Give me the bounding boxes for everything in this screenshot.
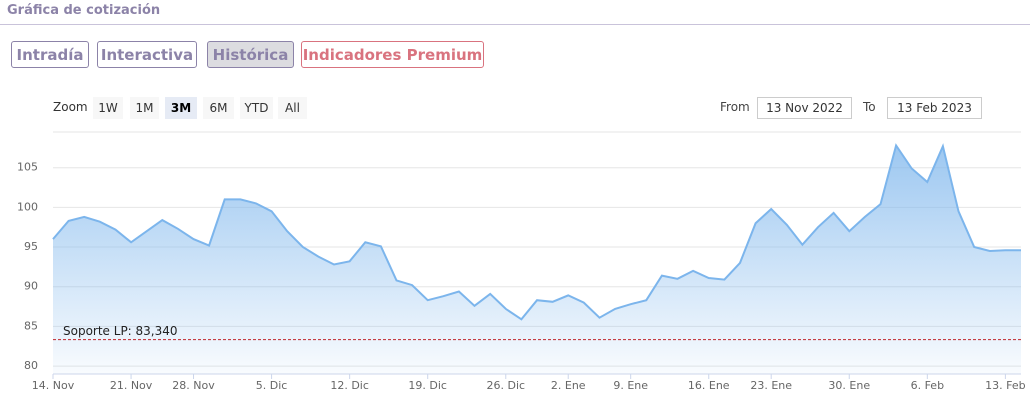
- zoom-button[interactable]: All: [278, 97, 307, 119]
- x-tick-label: 21. Nov: [110, 379, 153, 392]
- x-tick-label: 5. Dic: [256, 379, 288, 392]
- to-label: To: [863, 100, 876, 114]
- divider: [0, 24, 1030, 25]
- x-tick-label: 6. Feb: [911, 379, 944, 392]
- y-tick-label: 80: [24, 359, 38, 372]
- x-tick-label: 16. Ene: [688, 379, 730, 392]
- tab[interactable]: Indicadores Premium: [301, 41, 484, 68]
- y-tick-label: 100: [17, 200, 38, 213]
- x-tick-label: 9. Ene: [613, 379, 648, 392]
- support-label: Soporte LP: 83,340: [63, 324, 178, 338]
- x-tick-label: 23. Ene: [750, 379, 792, 392]
- zoom-button[interactable]: 1W: [93, 97, 123, 119]
- x-tick-label: 26. Dic: [486, 379, 525, 392]
- zoom-button[interactable]: 6M: [203, 97, 234, 119]
- area: [53, 145, 1021, 374]
- to-input[interactable]: 13 Feb 2023: [887, 97, 982, 119]
- x-tick-label: 30. Ene: [828, 379, 870, 392]
- tab[interactable]: Interactiva: [97, 41, 197, 68]
- from-label: From: [720, 100, 750, 114]
- zoom-button[interactable]: 3M: [165, 97, 197, 119]
- zoom-button[interactable]: YTD: [240, 97, 273, 119]
- zoom-label: Zoom: [53, 100, 88, 114]
- zoom-button[interactable]: 1M: [130, 97, 159, 119]
- line: [52, 143, 1021, 321]
- x-tick-label: 2. Ene: [551, 379, 586, 392]
- x-tick-label: 12. Dic: [330, 379, 369, 392]
- x-tick-label: 14. Nov: [32, 379, 75, 392]
- y-tick-label: 85: [24, 319, 38, 332]
- y-tick-label: 105: [17, 161, 38, 174]
- x-tick-label: 13. Feb: [985, 379, 1025, 392]
- tab[interactable]: Histórica: [207, 41, 294, 68]
- x-tick-label: 28. Nov: [172, 379, 215, 392]
- y-tick-label: 95: [24, 240, 38, 253]
- widget-title: Gráfica de cotización: [7, 3, 161, 18]
- tab[interactable]: Intradía: [11, 41, 89, 68]
- from-input[interactable]: 13 Nov 2022: [757, 97, 852, 119]
- x-tick-label: 19. Dic: [408, 379, 447, 392]
- y-tick-label: 90: [24, 280, 38, 293]
